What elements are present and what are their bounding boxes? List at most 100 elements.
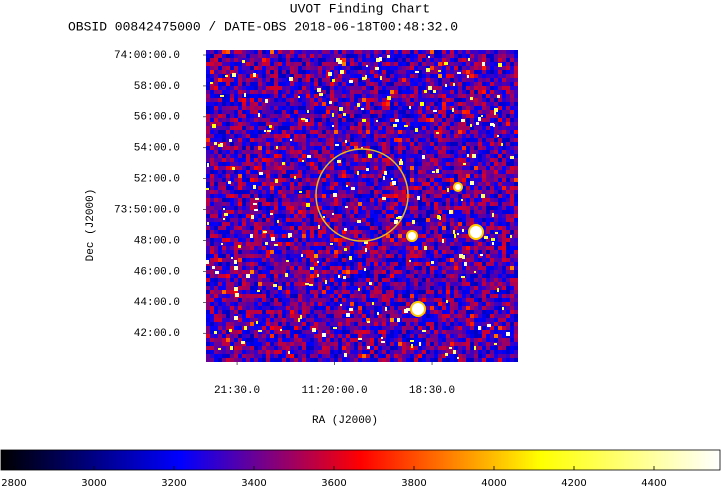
pixel — [382, 242, 386, 246]
pixel — [370, 114, 374, 118]
pixel — [486, 294, 490, 298]
pixel — [434, 146, 438, 150]
pixel — [290, 166, 294, 170]
pixel — [494, 158, 498, 162]
pixel — [394, 282, 398, 286]
pixel — [250, 294, 254, 298]
pixel — [258, 206, 262, 210]
pixel — [334, 186, 338, 190]
pixel — [378, 302, 382, 306]
pixel — [370, 286, 374, 290]
pixel — [314, 66, 318, 70]
pixel — [206, 190, 210, 194]
pixel — [410, 262, 414, 266]
pixel — [214, 274, 218, 278]
pixel — [490, 126, 494, 130]
pixel — [282, 254, 286, 258]
pixel — [346, 286, 350, 290]
pixel — [506, 134, 510, 138]
pixel — [338, 102, 342, 106]
pixel — [270, 298, 274, 302]
pixel — [234, 126, 238, 130]
pixel — [294, 62, 298, 66]
pixel — [474, 82, 478, 86]
pixel — [438, 154, 442, 158]
pixel — [322, 230, 326, 234]
pixel — [514, 78, 518, 82]
pixel — [226, 90, 230, 94]
pixel — [498, 162, 502, 166]
pixel — [386, 114, 390, 118]
pixel — [402, 186, 406, 190]
pixel — [238, 242, 242, 246]
pixel — [410, 98, 414, 102]
pixel — [342, 242, 346, 246]
pixel — [486, 82, 490, 86]
pixel — [318, 290, 322, 294]
pixel — [406, 254, 410, 258]
pixel — [222, 278, 226, 282]
pixel — [286, 98, 290, 102]
pixel — [506, 270, 510, 274]
pixel — [378, 94, 382, 98]
pixel — [370, 226, 374, 230]
pixel — [498, 90, 502, 94]
pixel — [418, 146, 422, 150]
pixel — [466, 182, 470, 186]
pixel — [490, 270, 494, 274]
pixel — [330, 146, 334, 150]
pixel — [346, 218, 350, 222]
pixel — [290, 202, 294, 206]
pixel — [342, 282, 346, 286]
pixel — [206, 66, 210, 70]
pixel — [390, 246, 394, 250]
pixel — [346, 250, 350, 254]
pixel — [258, 194, 262, 198]
pixel — [406, 270, 410, 274]
pixel — [326, 142, 330, 146]
pixel — [222, 82, 226, 86]
pixel — [338, 194, 342, 198]
pixel — [374, 206, 378, 210]
pixel — [514, 90, 518, 94]
pixel — [514, 142, 518, 146]
pixel — [442, 274, 446, 278]
pixel — [490, 82, 494, 86]
pixel — [358, 50, 362, 54]
pixel — [458, 62, 462, 66]
pixel — [458, 210, 462, 214]
pixel — [494, 138, 498, 142]
pixel — [390, 302, 394, 306]
pixel — [206, 146, 210, 150]
pixel — [506, 242, 510, 246]
pixel — [298, 90, 302, 94]
pixel — [258, 270, 262, 274]
pixel — [242, 214, 246, 218]
pixel — [262, 286, 266, 290]
pixel — [466, 254, 470, 258]
pixel — [486, 254, 490, 258]
pixel — [222, 270, 226, 274]
pixel — [510, 278, 514, 282]
pixel — [514, 174, 518, 178]
pixel — [486, 78, 490, 82]
pixel — [382, 194, 386, 198]
pixel — [346, 130, 350, 134]
pixel — [510, 130, 514, 134]
pixel — [406, 274, 410, 278]
pixel — [274, 302, 278, 306]
pixel — [438, 78, 442, 82]
pixel — [254, 254, 258, 258]
pixel — [382, 294, 386, 298]
pixel — [314, 142, 318, 146]
pixel — [490, 230, 494, 234]
pixel — [418, 154, 422, 158]
pixel — [234, 270, 238, 274]
pixel — [290, 274, 294, 278]
pixel — [214, 178, 218, 182]
pixel — [454, 74, 458, 78]
pixel — [490, 274, 494, 278]
pixel — [454, 222, 458, 226]
pixel — [354, 262, 358, 266]
pixel — [494, 86, 498, 90]
